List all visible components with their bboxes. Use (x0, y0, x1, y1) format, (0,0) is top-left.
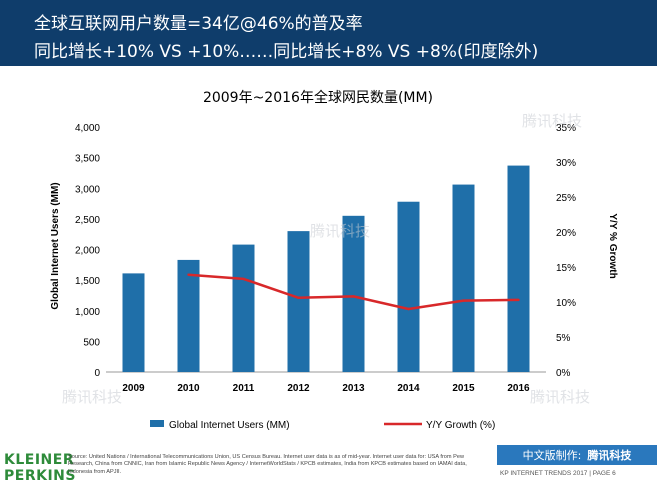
legend: Global Internet Users (MM) Y/Y Growth (%… (150, 420, 495, 431)
growth-point-2010 (187, 273, 190, 276)
y-right-tick: 0% (556, 368, 571, 379)
header-bar: 全球互联网用户数量=34亿@46%的普及率 同比增长+10% VS +10%……… (0, 0, 657, 66)
y-right-tick: 20% (556, 228, 576, 239)
bar-2014 (397, 201, 420, 372)
y-left-tick: 1,000 (75, 307, 100, 318)
y-axis-left-label: Global Internet Users (MM) (50, 182, 61, 309)
headline-2: 同比增长+10% VS +10%……同比增长+8% VS +8%(印度除外) (34, 42, 539, 62)
y-right-tick: 30% (556, 158, 576, 169)
watermark: 腾讯科技 (530, 388, 591, 406)
y-left-tick: 4,000 (75, 123, 100, 134)
x-tick: 2013 (342, 383, 365, 394)
bar-2011 (232, 244, 255, 372)
x-tick: 2015 (452, 383, 475, 394)
chart-title: 2009年~2016年全球网民数量(MM) (203, 89, 433, 106)
bar-2013 (342, 215, 365, 372)
y-axis-right-label: Y/Y % Growth (607, 213, 618, 278)
source-note: Source: United Nations / International T… (68, 454, 467, 475)
x-tick: 2014 (397, 383, 420, 394)
y-right-tick: 10% (556, 298, 576, 309)
legend-label-growth: Y/Y Growth (%) (426, 420, 495, 431)
y-left-tick: 2,000 (75, 246, 100, 257)
kleiner-perkins-logo: KLEINER PERKINS (4, 452, 76, 484)
watermark: 腾讯科技 (310, 222, 371, 240)
cn-credit-label: 中文版制作: (522, 449, 582, 462)
internet-users-chart: 2009年~2016年全球网民数量(MM) 0 500 1,000 1,500 2,00… (50, 89, 618, 431)
x-tick: 2009 (122, 383, 145, 394)
page-footer-text: KP INTERNET TRENDS 2017 | PAGE 6 (500, 470, 616, 477)
growth-point-2012 (297, 296, 300, 299)
bar-2009 (122, 273, 145, 372)
watermark: 腾讯科技 (522, 112, 583, 130)
legend-swatch-users (150, 420, 164, 427)
headline-1: 全球互联网用户数量=34亿@46%的普及率 (34, 14, 363, 34)
x-tick: 2011 (233, 383, 255, 394)
y-left-tick: 3,000 (75, 184, 100, 195)
growth-point-2011 (242, 277, 245, 281)
y-right-tick: 15% (556, 263, 576, 274)
growth-point-2014 (407, 307, 410, 311)
bar-2010 (177, 259, 200, 372)
watermark: 腾讯科技 (62, 388, 123, 406)
cn-credit-bar: 中文版制作: 腾讯科技 (497, 445, 657, 465)
y-left-tick: 3,500 (75, 154, 100, 165)
y-left-tick: 1,500 (75, 276, 100, 287)
y-right-tick: 5% (556, 333, 571, 344)
x-tick: 2010 (177, 383, 200, 394)
growth-point-2016 (517, 298, 520, 302)
y-right-tick: 35% (556, 123, 576, 134)
growth-point-2015 (462, 299, 465, 302)
y-left-tick: 2,500 (75, 215, 100, 226)
growth-point-2013 (352, 295, 355, 298)
bar-2012 (287, 231, 310, 372)
x-tick: 2016 (507, 383, 530, 394)
y-left-tick: 500 (83, 337, 100, 348)
bar-2015 (452, 184, 475, 372)
y-left-tick: 0 (94, 368, 100, 379)
x-tick: 2012 (287, 383, 310, 394)
brand-line-2: PERKINS (4, 468, 76, 484)
cn-credit-brand: 腾讯科技 (587, 449, 632, 462)
legend-label-users: Global Internet Users (MM) (169, 420, 290, 431)
brand-line-1: KLEINER (4, 452, 75, 468)
bar-2016 (507, 165, 530, 372)
y-right-tick: 25% (556, 193, 576, 204)
